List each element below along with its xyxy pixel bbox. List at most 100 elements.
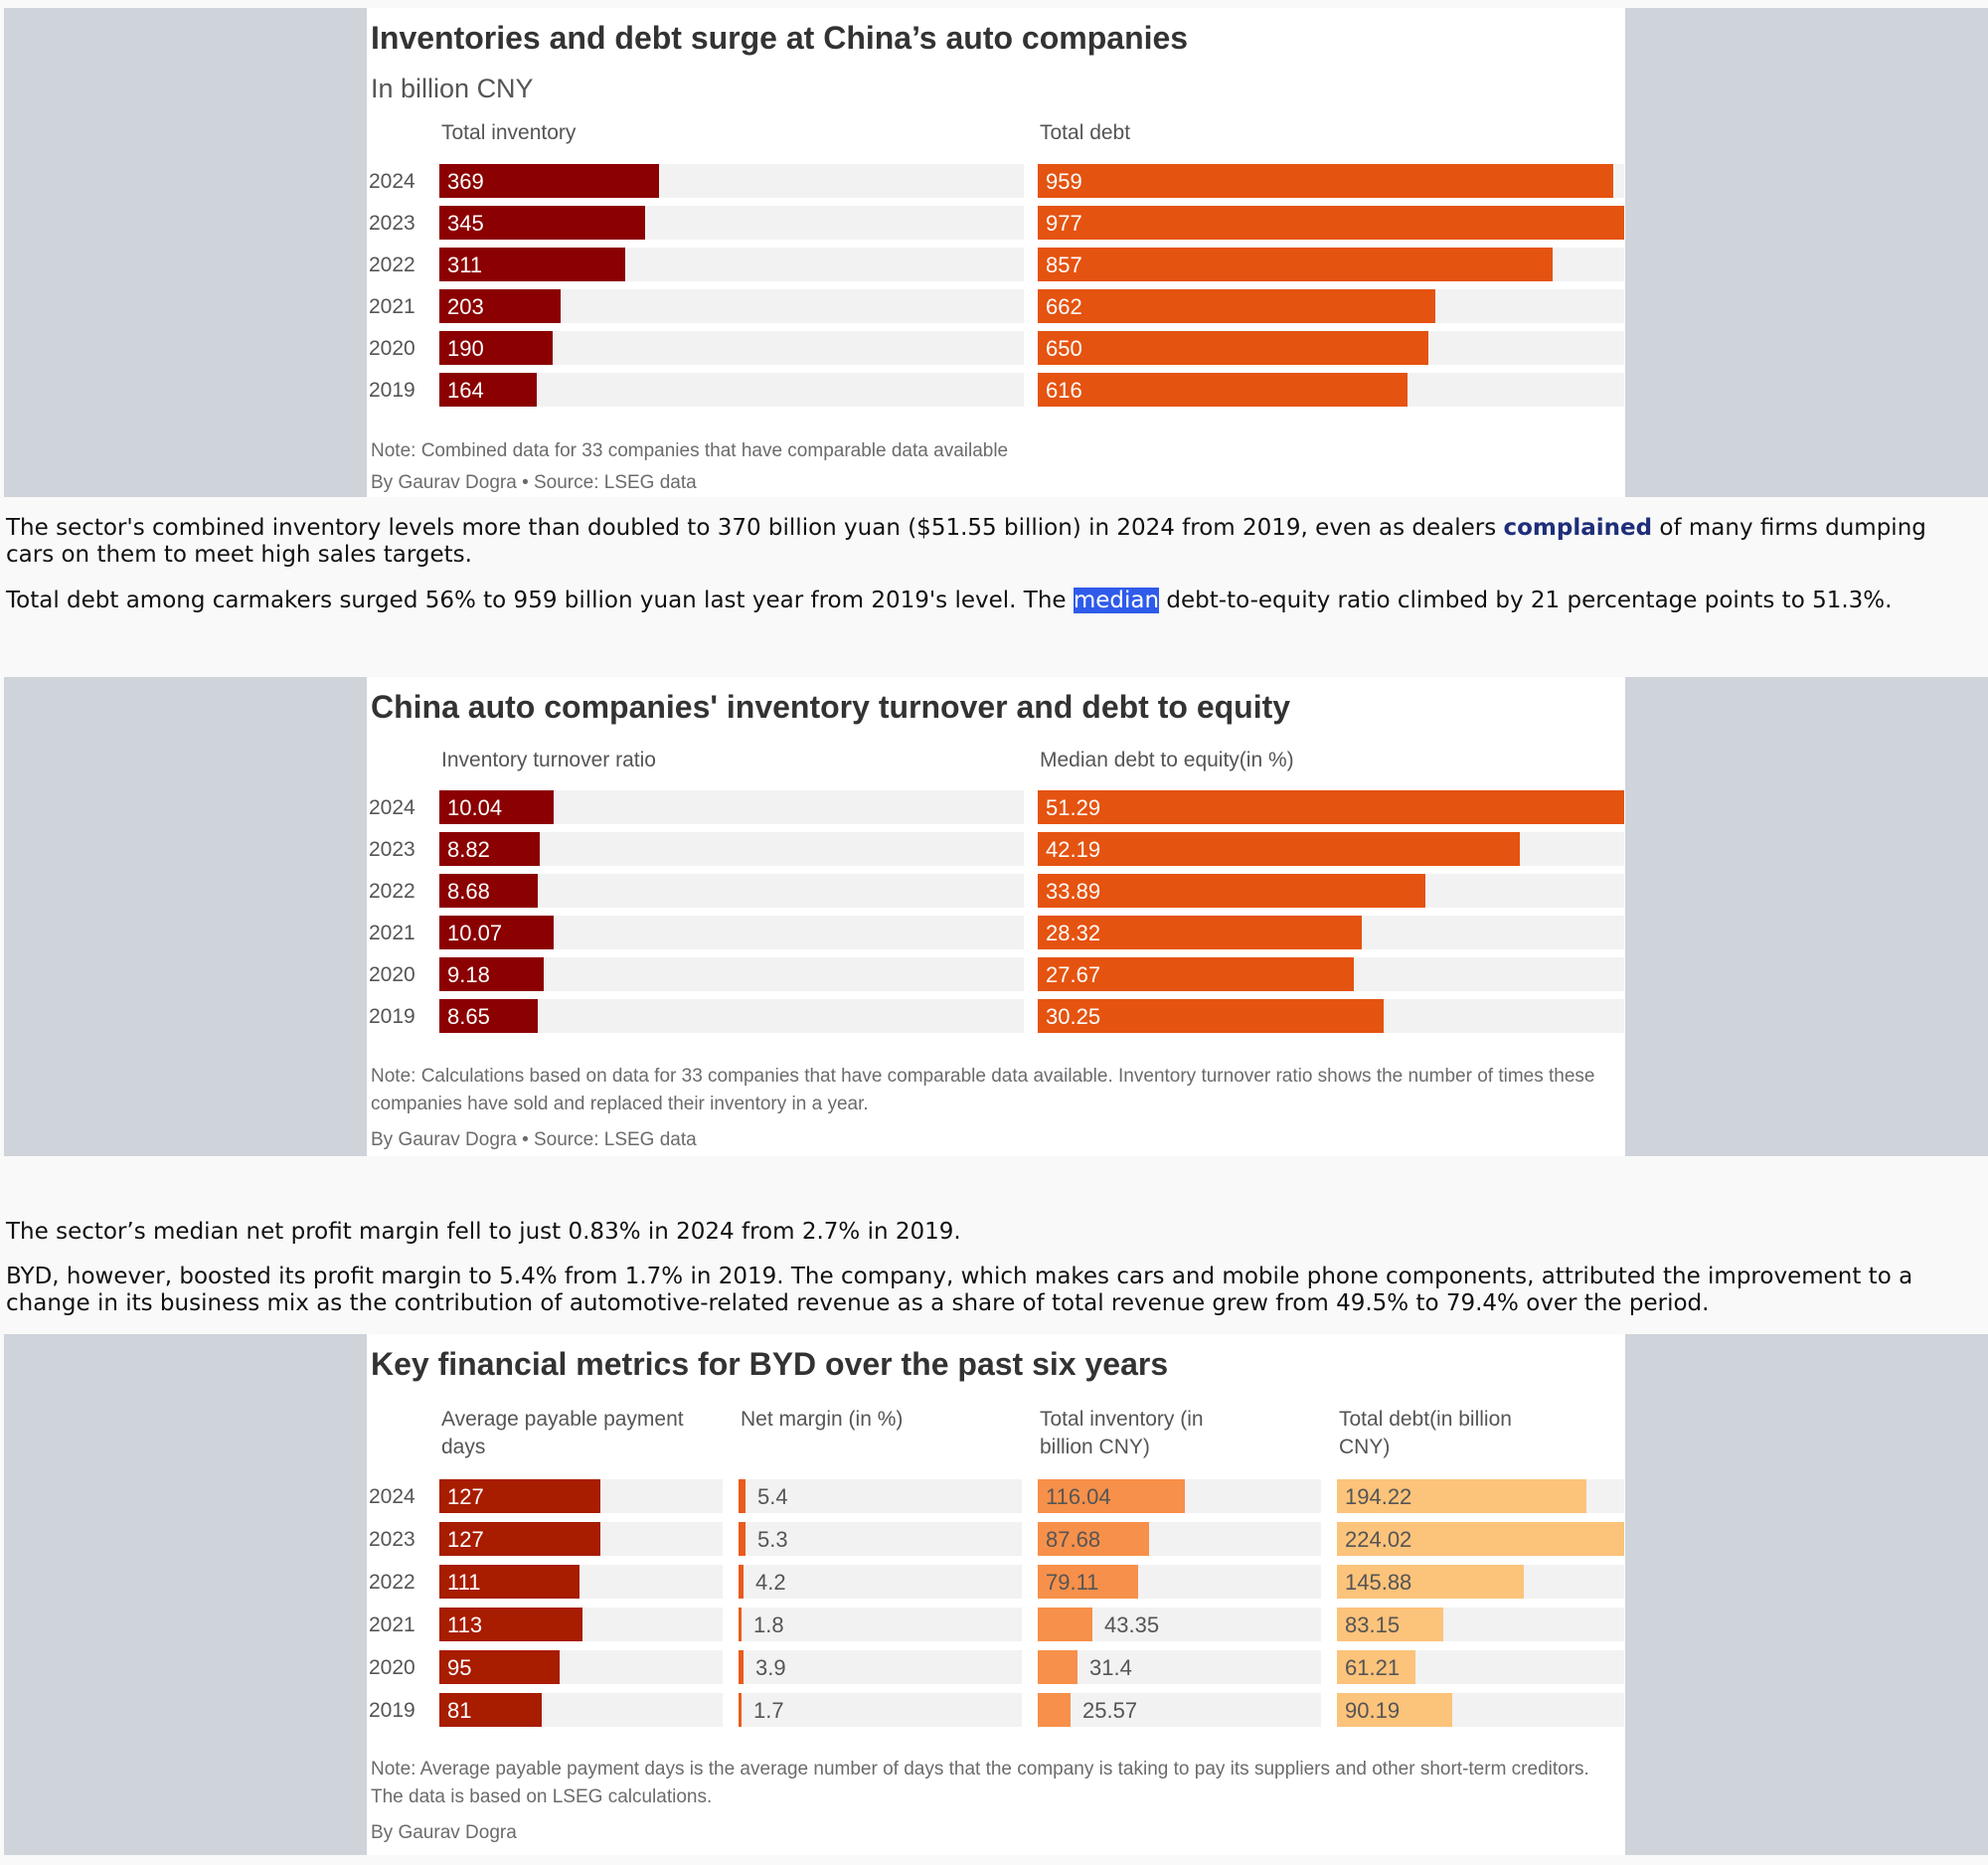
chart-panel-2: China auto companies' inventory turnover… bbox=[4, 677, 1988, 1156]
data-label-total-inventory-2021: 203 bbox=[447, 294, 484, 319]
data-label-median-debt-to-equity-in-2022: 33.89 bbox=[1046, 879, 1100, 904]
series-label-total-inventory-in-billion-cny: billion CNY) bbox=[1040, 1436, 1150, 1458]
paragraph-text: debt-to-equity ratio climbed by 21 perce… bbox=[1159, 588, 1893, 613]
series-label-inventory-turnover-ratio: Inventory turnover ratio bbox=[441, 749, 656, 771]
data-label-total-inventory-in-billion-cny-2023: 87.68 bbox=[1046, 1527, 1100, 1552]
data-label-total-debt-in-billion-cny-2022: 145.88 bbox=[1345, 1570, 1411, 1595]
bar-median-debt-to-equity-in-2023 bbox=[1038, 832, 1520, 866]
series-label-net-margin-in: Net margin (in %) bbox=[741, 1409, 903, 1431]
chart-note: Note: Combined data for 33 companies tha… bbox=[371, 440, 1009, 461]
bar-inventory-turnover-ratio-2019 bbox=[439, 999, 538, 1033]
chart-2-plot: 2024 2023 2022 2021 2020 2019 Inventory turnov… bbox=[369, 749, 1624, 1033]
bar-average-payable-payment-days-2023 bbox=[439, 1522, 600, 1556]
chart-note: Note: Calculations based on data for 33 … bbox=[371, 1066, 1595, 1114]
data-label-total-inventory-2024: 369 bbox=[447, 169, 484, 194]
article-paragraph-1: The sector's combined inventory levels m… bbox=[6, 515, 1979, 569]
bar-total-inventory-2024 bbox=[439, 164, 659, 198]
complained-link[interactable]: complained bbox=[1503, 515, 1653, 541]
chart-byline: By Gaurav Dogra bbox=[371, 1822, 517, 1843]
bar-total-inventory-2020 bbox=[439, 331, 553, 365]
article-paragraph-4: BYD, however, boosted its profit margin … bbox=[6, 1264, 1913, 1316]
data-label-total-debt-2020: 650 bbox=[1046, 336, 1082, 361]
bar-total-debt-2020 bbox=[1038, 331, 1428, 365]
bar-track-net-margin-in-2020 bbox=[739, 1650, 1022, 1684]
category-label-2023: 2023 bbox=[369, 212, 415, 235]
bar-inventory-turnover-ratio-2022 bbox=[439, 874, 538, 908]
chart-panel-1: Inventories and debt surge at China’s au… bbox=[4, 8, 1988, 497]
series-label-total-debt-in-billion-cny: Total debt(in billion bbox=[1339, 1409, 1512, 1431]
bar-total-debt-in-billion-cny-2019 bbox=[1337, 1693, 1452, 1727]
bar-total-debt-in-billion-cny-2023 bbox=[1337, 1522, 1624, 1556]
data-label-total-debt-in-billion-cny-2024: 194.22 bbox=[1345, 1484, 1411, 1509]
paragraph-text: of many firms dumping cars on them to me… bbox=[6, 515, 1926, 568]
bar-median-debt-to-equity-in-2019 bbox=[1038, 999, 1384, 1033]
median-highlight[interactable]: median bbox=[1073, 588, 1160, 613]
category-label-2022: 2022 bbox=[369, 880, 415, 903]
data-label-average-payable-payment-days-2020: 95 bbox=[447, 1655, 471, 1680]
bar-median-debt-to-equity-in-2021 bbox=[1038, 916, 1362, 949]
data-label-net-margin-in-2019: 1.7 bbox=[753, 1698, 784, 1723]
bar-track-net-margin-in-2021 bbox=[739, 1608, 1022, 1641]
data-label-average-payable-payment-days-2019: 81 bbox=[447, 1698, 471, 1723]
data-label-total-debt-2021: 662 bbox=[1046, 294, 1082, 319]
bar-inventory-turnover-ratio-2023 bbox=[439, 832, 540, 866]
category-label-2019: 2019 bbox=[369, 1005, 415, 1028]
bar-average-payable-payment-days-2022 bbox=[439, 1565, 580, 1599]
bar-total-inventory-in-billion-cny-2024 bbox=[1038, 1479, 1185, 1513]
bar-average-payable-payment-days-2021 bbox=[439, 1608, 582, 1641]
bar-track-net-margin-in-2022 bbox=[739, 1565, 1022, 1599]
data-label-total-inventory-in-billion-cny-2021: 43.35 bbox=[1104, 1612, 1159, 1637]
data-label-median-debt-to-equity-in-2024: 51.29 bbox=[1046, 795, 1100, 820]
category-label-2024: 2024 bbox=[369, 1485, 415, 1508]
data-label-total-debt-2023: 977 bbox=[1046, 211, 1082, 236]
data-label-inventory-turnover-ratio-2019: 8.65 bbox=[447, 1004, 490, 1029]
bar-average-payable-payment-days-2024 bbox=[439, 1479, 600, 1513]
data-label-net-margin-in-2023: 5.3 bbox=[757, 1527, 788, 1552]
bar-net-margin-in-2019 bbox=[739, 1693, 742, 1727]
paragraph-text: The sector's combined inventory levels m… bbox=[6, 515, 1504, 541]
data-label-net-margin-in-2021: 1.8 bbox=[753, 1612, 784, 1637]
data-label-total-inventory-in-billion-cny-2020: 31.4 bbox=[1089, 1655, 1132, 1680]
data-label-inventory-turnover-ratio-2020: 9.18 bbox=[447, 962, 490, 987]
data-label-average-payable-payment-days-2021: 113 bbox=[447, 1612, 482, 1637]
bar-total-debt-in-billion-cny-2020 bbox=[1337, 1650, 1415, 1684]
data-label-inventory-turnover-ratio-2022: 8.68 bbox=[447, 879, 490, 904]
category-label-2020: 2020 bbox=[369, 963, 415, 986]
bar-total-debt-2019 bbox=[1038, 373, 1408, 407]
data-label-total-debt-2019: 616 bbox=[1046, 378, 1082, 403]
bar-net-margin-in-2022 bbox=[739, 1565, 744, 1599]
bar-total-inventory-2022 bbox=[439, 248, 625, 281]
series-label-average-payable-payment-days: days bbox=[441, 1436, 485, 1458]
bar-average-payable-payment-days-2019 bbox=[439, 1693, 542, 1727]
chart-note: Note: Average payable payment days is th… bbox=[371, 1759, 1589, 1807]
series-label-total-debt: Total debt bbox=[1040, 121, 1130, 144]
bar-total-inventory-in-billion-cny-2019 bbox=[1038, 1693, 1071, 1727]
bar-net-margin-in-2023 bbox=[739, 1522, 746, 1556]
bar-net-margin-in-2020 bbox=[739, 1650, 744, 1684]
series-label-total-inventory: Total inventory bbox=[441, 121, 577, 144]
article-paragraph-3: The sector’s median net profit margin fe… bbox=[6, 1219, 961, 1245]
bar-total-debt-2021 bbox=[1038, 289, 1435, 323]
chart-card-1: Inventories and debt surge at China’s au… bbox=[367, 8, 1625, 497]
category-label-2023: 2023 bbox=[369, 1528, 415, 1551]
data-label-inventory-turnover-ratio-2024: 10.04 bbox=[447, 795, 502, 820]
bar-track-net-margin-in-2023 bbox=[739, 1522, 1022, 1556]
bar-net-margin-in-2021 bbox=[739, 1608, 742, 1641]
bar-total-debt-in-billion-cny-2024 bbox=[1337, 1479, 1586, 1513]
data-label-inventory-turnover-ratio-2023: 8.82 bbox=[447, 837, 490, 862]
category-label-2024: 2024 bbox=[369, 796, 415, 819]
bar-track-net-margin-in-2019 bbox=[739, 1693, 1022, 1727]
category-label-2024: 2024 bbox=[369, 170, 415, 193]
data-label-total-inventory-in-billion-cny-2019: 25.57 bbox=[1082, 1698, 1137, 1723]
bar-median-debt-to-equity-in-2024 bbox=[1038, 790, 1624, 824]
category-label-2021: 2021 bbox=[369, 922, 415, 944]
category-label-2020: 2020 bbox=[369, 1656, 415, 1679]
bar-track-total-inventory-in-billion-cny-2020 bbox=[1038, 1650, 1321, 1684]
data-label-total-debt-in-billion-cny-2021: 83.15 bbox=[1345, 1612, 1400, 1637]
chart-byline: By Gaurav Dogra • Source: LSEG data bbox=[371, 1129, 697, 1150]
data-label-total-debt-2022: 857 bbox=[1046, 253, 1082, 277]
data-label-total-debt-in-billion-cny-2019: 90.19 bbox=[1345, 1698, 1400, 1723]
bar-total-inventory-2023 bbox=[439, 206, 645, 240]
category-label-2021: 2021 bbox=[369, 1613, 415, 1636]
data-label-average-payable-payment-days-2022: 111 bbox=[447, 1570, 480, 1595]
